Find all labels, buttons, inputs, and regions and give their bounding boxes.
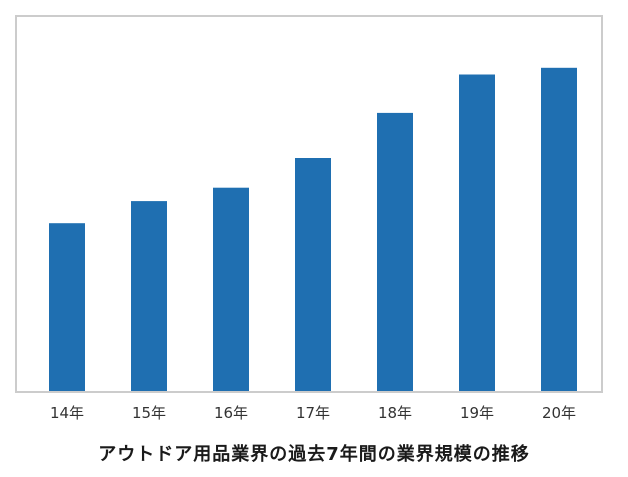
x-tick-label-4: 18年: [378, 404, 412, 422]
bar-4: [377, 112, 413, 392]
x-tick-label-0: 14年: [50, 404, 84, 422]
x-axis-ticks: 14年 15年 16年 17年 18年 19年 20年: [50, 404, 576, 422]
x-tick-label-2: 16年: [214, 404, 248, 422]
x-tick-label-3: 17年: [296, 404, 330, 422]
bar-0: [49, 223, 85, 391]
bars-group: [49, 67, 577, 392]
bar-6: [541, 67, 577, 392]
bar-2: [213, 187, 249, 391]
chart-title: アウトドア用品業界の過去7年間の業界規模の推移: [98, 444, 530, 465]
bar-1: [131, 201, 167, 391]
x-tick-label-1: 15年: [132, 404, 166, 422]
x-tick-label-5: 19年: [460, 404, 494, 422]
bar-5: [459, 74, 495, 391]
x-tick-label-6: 20年: [542, 404, 576, 422]
bar-3: [295, 158, 331, 391]
